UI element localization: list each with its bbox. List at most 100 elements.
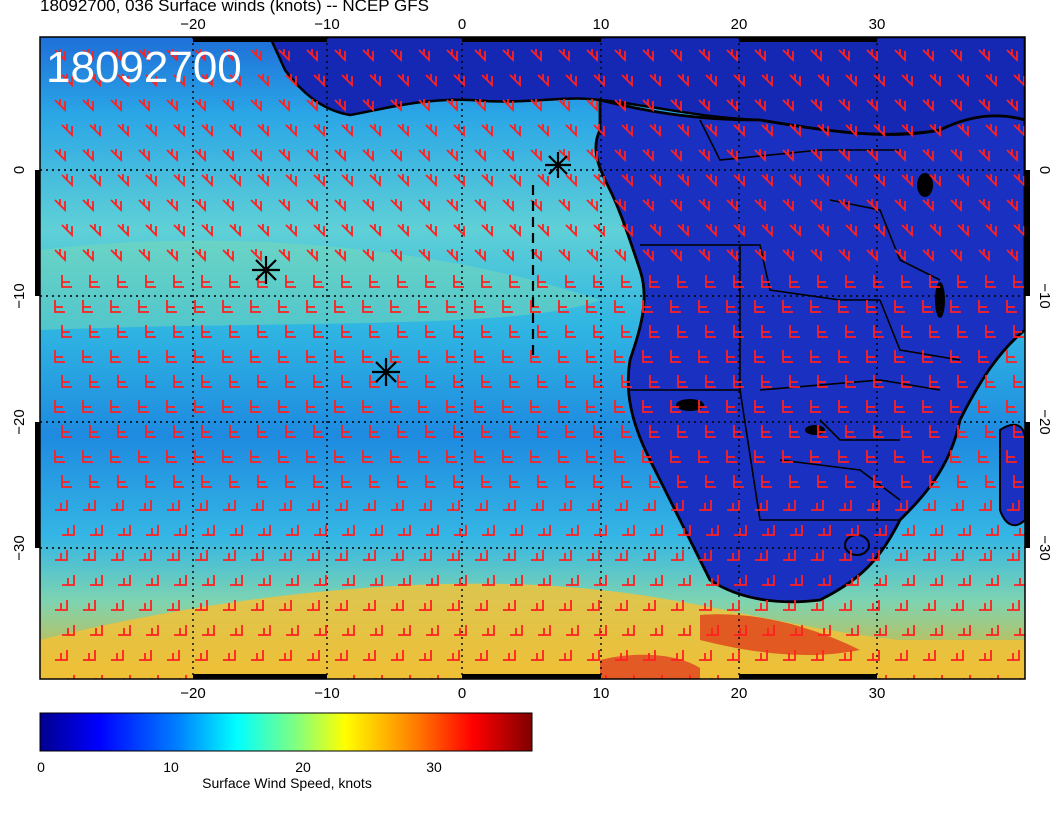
wind-barb <box>425 174 437 188</box>
wind-barb <box>790 575 803 586</box>
wind-barb <box>593 325 604 338</box>
wind-barb <box>537 224 549 238</box>
wind-barb <box>929 275 940 288</box>
wind-barb <box>789 74 801 88</box>
wind-barb <box>901 475 912 488</box>
wind-barb <box>418 400 429 413</box>
wind-barb <box>166 350 177 363</box>
wind-barb <box>334 400 345 413</box>
wind-barb <box>642 49 654 63</box>
wind-barb <box>986 625 999 636</box>
wind-barb <box>313 375 324 388</box>
wind-barb <box>705 74 717 88</box>
wind-barb <box>761 74 773 88</box>
wind-barb <box>587 500 600 511</box>
wind-barb <box>817 224 829 238</box>
storm-marker <box>545 152 571 178</box>
wind-barb <box>390 149 402 163</box>
wind-barb <box>167 500 180 511</box>
wind-barb <box>642 199 654 213</box>
wind-barb <box>734 625 747 636</box>
colorbar-tick: 30 <box>426 759 442 775</box>
wind-barb <box>222 350 233 363</box>
wind-barb <box>194 350 205 363</box>
wind-barb <box>111 550 124 561</box>
wind-barb <box>734 575 747 586</box>
wind-barb <box>334 450 345 463</box>
wind-barb <box>307 600 320 611</box>
wind-barb <box>586 450 597 463</box>
wind-barb <box>139 600 152 611</box>
wind-barb <box>279 550 292 561</box>
wind-barb <box>390 400 401 413</box>
wind-barb <box>110 350 121 363</box>
high-wind-band <box>40 583 1025 679</box>
wind-barb <box>839 500 852 511</box>
wind-barb <box>951 650 964 661</box>
wind-barb <box>727 600 740 611</box>
wind-barb <box>334 49 346 63</box>
wind-barb <box>621 174 633 188</box>
wind-barb <box>1013 224 1025 238</box>
wind-barb <box>586 350 597 363</box>
wind-barb <box>845 475 856 488</box>
wind-barb <box>117 124 129 138</box>
wind-barb <box>201 174 213 188</box>
wind-barb <box>391 550 404 561</box>
wind-barb <box>446 249 458 263</box>
wind-barb <box>930 575 943 586</box>
wind-barb <box>734 525 747 536</box>
y-tick-label: −20 <box>11 409 28 434</box>
wind-barb <box>649 325 660 338</box>
wind-barb <box>615 650 628 661</box>
wind-barb <box>706 625 719 636</box>
y-tick-label: −30 <box>1036 535 1053 560</box>
wind-barb <box>194 249 206 263</box>
wind-barb <box>397 224 409 238</box>
wind-barb <box>845 325 856 338</box>
wind-barb <box>950 199 962 213</box>
wind-barb <box>222 300 233 313</box>
wind-barb <box>754 400 765 413</box>
storm-marker <box>372 358 400 386</box>
wind-barb <box>201 475 212 488</box>
wind-map: 18092700 −20 −10 0 10 20 30 −20 −10 0 10… <box>11 16 1053 702</box>
wind-barb <box>482 575 495 586</box>
wind-barb <box>1006 400 1017 413</box>
wind-barb <box>642 249 654 263</box>
wind-barb <box>397 325 408 338</box>
wind-barb <box>762 525 775 536</box>
wind-barb <box>285 275 296 288</box>
wind-barb <box>89 174 101 188</box>
wind-barb <box>978 49 990 63</box>
wind-barb <box>195 600 208 611</box>
wind-barb <box>390 249 402 263</box>
wind-barb <box>82 149 94 163</box>
wind-barb <box>475 500 488 511</box>
colorbar-svg: 0 10 20 30 Surface Wind Speed, knots <box>37 712 533 791</box>
wind-barb <box>614 350 625 363</box>
wind-barb <box>363 650 376 661</box>
wind-barb <box>985 475 996 488</box>
wind-barb <box>901 224 913 238</box>
wind-barb <box>755 550 768 561</box>
wind-barb <box>782 249 794 263</box>
wind-barb <box>817 325 828 338</box>
wind-barb <box>902 625 915 636</box>
wind-barb <box>446 49 458 63</box>
wind-barb <box>363 500 376 511</box>
wind-barb <box>83 650 96 661</box>
wind-barb <box>278 199 290 213</box>
wind-barb <box>173 174 185 188</box>
wind-barb <box>838 400 849 413</box>
wind-barb <box>699 600 712 611</box>
wind-barb <box>369 475 380 488</box>
x-tick-label: 20 <box>731 685 748 700</box>
wind-barb <box>957 74 969 88</box>
wind-barb <box>670 350 681 363</box>
wind-barb <box>530 450 541 463</box>
wind-barb <box>733 425 744 438</box>
wind-barb <box>278 450 289 463</box>
wind-barb <box>866 300 877 313</box>
wind-barb <box>335 600 348 611</box>
